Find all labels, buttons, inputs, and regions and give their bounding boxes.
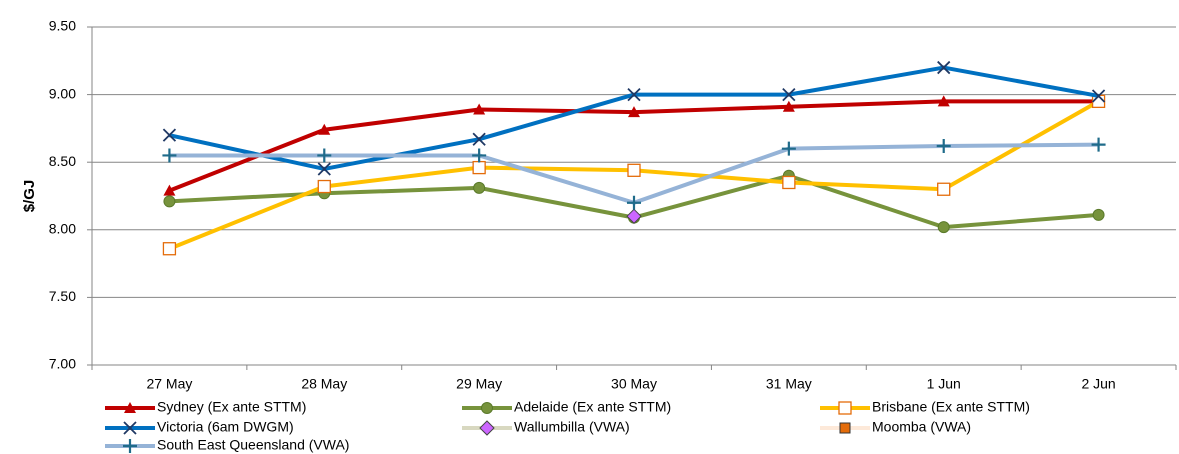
marker (1091, 137, 1106, 152)
marker (317, 148, 332, 163)
x-tick-label: 31 May (766, 376, 812, 392)
legend-marker (839, 422, 851, 434)
marker (163, 195, 176, 208)
x-tick-label: 1 Jun (927, 376, 961, 392)
marker (937, 221, 950, 234)
x-tick-label: 29 May (456, 376, 502, 392)
marker (1091, 89, 1106, 103)
y-tick-label: 7.00 (49, 356, 76, 372)
legend-label: Adelaide (Ex ante STTM) (514, 399, 671, 415)
marker (781, 141, 796, 156)
marker (937, 60, 951, 75)
marker (782, 175, 796, 190)
x-tick-label: 27 May (146, 376, 192, 392)
legend-label: Sydney (Ex ante STTM) (157, 399, 306, 415)
marker (627, 195, 641, 210)
legend-label: Wallumbilla (VWA) (514, 419, 630, 435)
legend-marker (123, 439, 137, 453)
marker (627, 163, 641, 177)
legend-label: Victoria (6am DWGM) (157, 419, 294, 435)
y-axis-label: $/GJ (21, 180, 38, 213)
marker (936, 138, 951, 153)
y-tick-label: 8.00 (49, 221, 76, 237)
legend-label: Brisbane (Ex ante STTM) (872, 399, 1030, 415)
x-tick-label: 30 May (611, 376, 657, 392)
marker (1092, 208, 1105, 221)
marker (318, 123, 331, 135)
marker (626, 208, 642, 224)
legend-marker (481, 402, 493, 414)
marker (317, 162, 331, 176)
marker (782, 100, 795, 112)
marker (782, 87, 796, 102)
legend-label: South East Queensland (VWA) (157, 437, 349, 453)
marker (472, 148, 487, 163)
marker (937, 95, 950, 107)
x-tick-label: 28 May (301, 376, 347, 392)
legend-label: Moomba (VWA) (872, 419, 971, 435)
marker (162, 128, 177, 142)
legend-marker (123, 421, 137, 435)
marker (627, 87, 641, 102)
marker (472, 132, 486, 146)
y-tick-label: 8.50 (49, 153, 76, 169)
marker (472, 160, 486, 175)
marker (473, 181, 486, 194)
marker (317, 179, 331, 194)
y-tick-label: 7.50 (49, 288, 76, 304)
marker (163, 184, 176, 196)
marker (162, 242, 177, 256)
marker (162, 148, 177, 163)
legend-marker (124, 402, 136, 413)
x-tick-label: 2 Jun (1081, 376, 1115, 392)
y-tick-label: 9.00 (49, 85, 76, 101)
marker (937, 182, 951, 196)
legend-marker (479, 420, 495, 436)
marker (473, 103, 486, 115)
legend-marker (838, 401, 852, 415)
y-tick-label: 9.50 (49, 18, 76, 34)
marker (628, 106, 640, 118)
